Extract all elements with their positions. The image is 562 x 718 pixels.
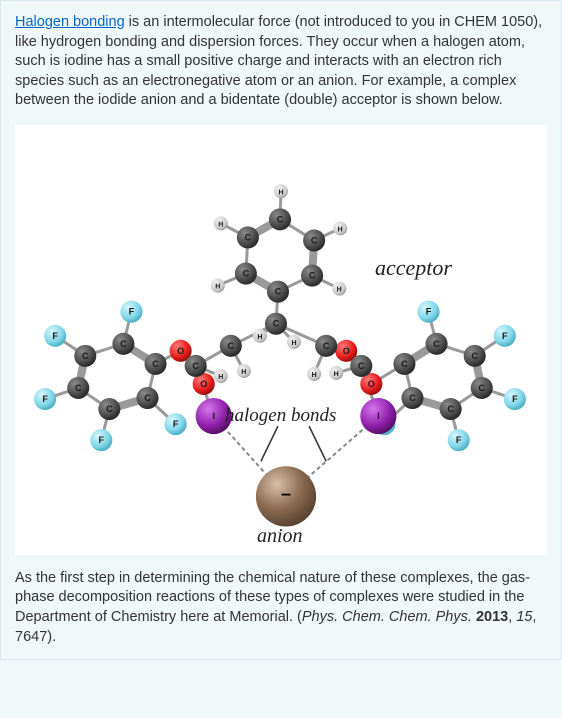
svg-text:C: C bbox=[358, 361, 365, 371]
svg-text:O: O bbox=[177, 346, 184, 356]
svg-text:C: C bbox=[275, 286, 282, 296]
svg-text:C: C bbox=[243, 268, 250, 278]
svg-text:C: C bbox=[228, 341, 235, 351]
svg-text:C: C bbox=[245, 232, 252, 242]
outro-tail: ). bbox=[47, 629, 56, 645]
svg-text:C: C bbox=[409, 393, 416, 403]
citation-year: 2013 bbox=[476, 609, 508, 625]
svg-text:C: C bbox=[478, 383, 485, 393]
svg-text:H: H bbox=[334, 371, 339, 378]
acceptor-label: acceptor bbox=[375, 255, 452, 281]
svg-text:O: O bbox=[343, 346, 350, 356]
svg-text:F: F bbox=[99, 435, 105, 445]
molecular-diagram: CCCCCCCCCCCCFFFFFFFFFFOOOOCCCCCCCCCCCHHH… bbox=[15, 125, 547, 555]
svg-text:H: H bbox=[218, 374, 223, 381]
svg-text:H: H bbox=[291, 340, 296, 347]
svg-text:F: F bbox=[173, 419, 179, 429]
svg-text:C: C bbox=[192, 361, 199, 371]
svg-text:H: H bbox=[257, 334, 262, 341]
svg-text:H: H bbox=[215, 283, 220, 290]
citation-page: 7647 bbox=[15, 629, 47, 645]
svg-text:H: H bbox=[218, 221, 223, 228]
svg-text:–: – bbox=[281, 483, 291, 503]
svg-text:C: C bbox=[401, 359, 408, 369]
svg-text:C: C bbox=[311, 235, 318, 245]
svg-text:F: F bbox=[502, 331, 508, 341]
svg-text:C: C bbox=[277, 214, 284, 224]
svg-text:O: O bbox=[200, 379, 207, 389]
anion-label: anion bbox=[257, 525, 303, 548]
svg-text:C: C bbox=[273, 319, 280, 329]
svg-text:F: F bbox=[52, 331, 58, 341]
halogen-bonds-label: halogen bonds bbox=[225, 405, 336, 427]
svg-text:F: F bbox=[129, 307, 135, 317]
svg-text:F: F bbox=[512, 394, 518, 404]
svg-text:H: H bbox=[278, 189, 283, 196]
halogen-bonding-link[interactable]: Halogen bonding bbox=[15, 14, 125, 30]
molecule-svg: CCCCCCCCCCCCFFFFFFFFFFOOOOCCCCCCCCCCCHHH… bbox=[15, 125, 547, 557]
svg-text:H: H bbox=[337, 286, 342, 293]
document-excerpt: Halogen bonding is an intermolecular for… bbox=[0, 0, 562, 660]
svg-text:F: F bbox=[42, 394, 48, 404]
outro-paragraph: As the first step in determining the che… bbox=[15, 569, 547, 647]
svg-text:C: C bbox=[323, 341, 330, 351]
svg-text:I: I bbox=[377, 411, 380, 421]
svg-text:H: H bbox=[241, 369, 246, 376]
svg-text:H: H bbox=[312, 372, 317, 379]
svg-text:C: C bbox=[309, 270, 316, 280]
svg-text:C: C bbox=[471, 351, 478, 361]
svg-text:F: F bbox=[426, 307, 432, 317]
intro-paragraph: Halogen bonding is an intermolecular for… bbox=[15, 13, 547, 111]
svg-text:C: C bbox=[120, 339, 127, 349]
svg-text:C: C bbox=[433, 339, 440, 349]
svg-text:C: C bbox=[106, 404, 113, 414]
citation-volume: 15 bbox=[516, 609, 532, 625]
svg-text:C: C bbox=[75, 383, 82, 393]
svg-text:C: C bbox=[144, 393, 151, 403]
svg-text:C: C bbox=[447, 404, 454, 414]
svg-text:I: I bbox=[212, 411, 215, 421]
svg-text:C: C bbox=[152, 359, 159, 369]
svg-text:O: O bbox=[368, 379, 375, 389]
svg-text:C: C bbox=[82, 351, 89, 361]
citation-journal: Phys. Chem. Chem. Phys. bbox=[302, 609, 472, 625]
svg-text:H: H bbox=[338, 226, 343, 233]
svg-text:F: F bbox=[456, 435, 462, 445]
